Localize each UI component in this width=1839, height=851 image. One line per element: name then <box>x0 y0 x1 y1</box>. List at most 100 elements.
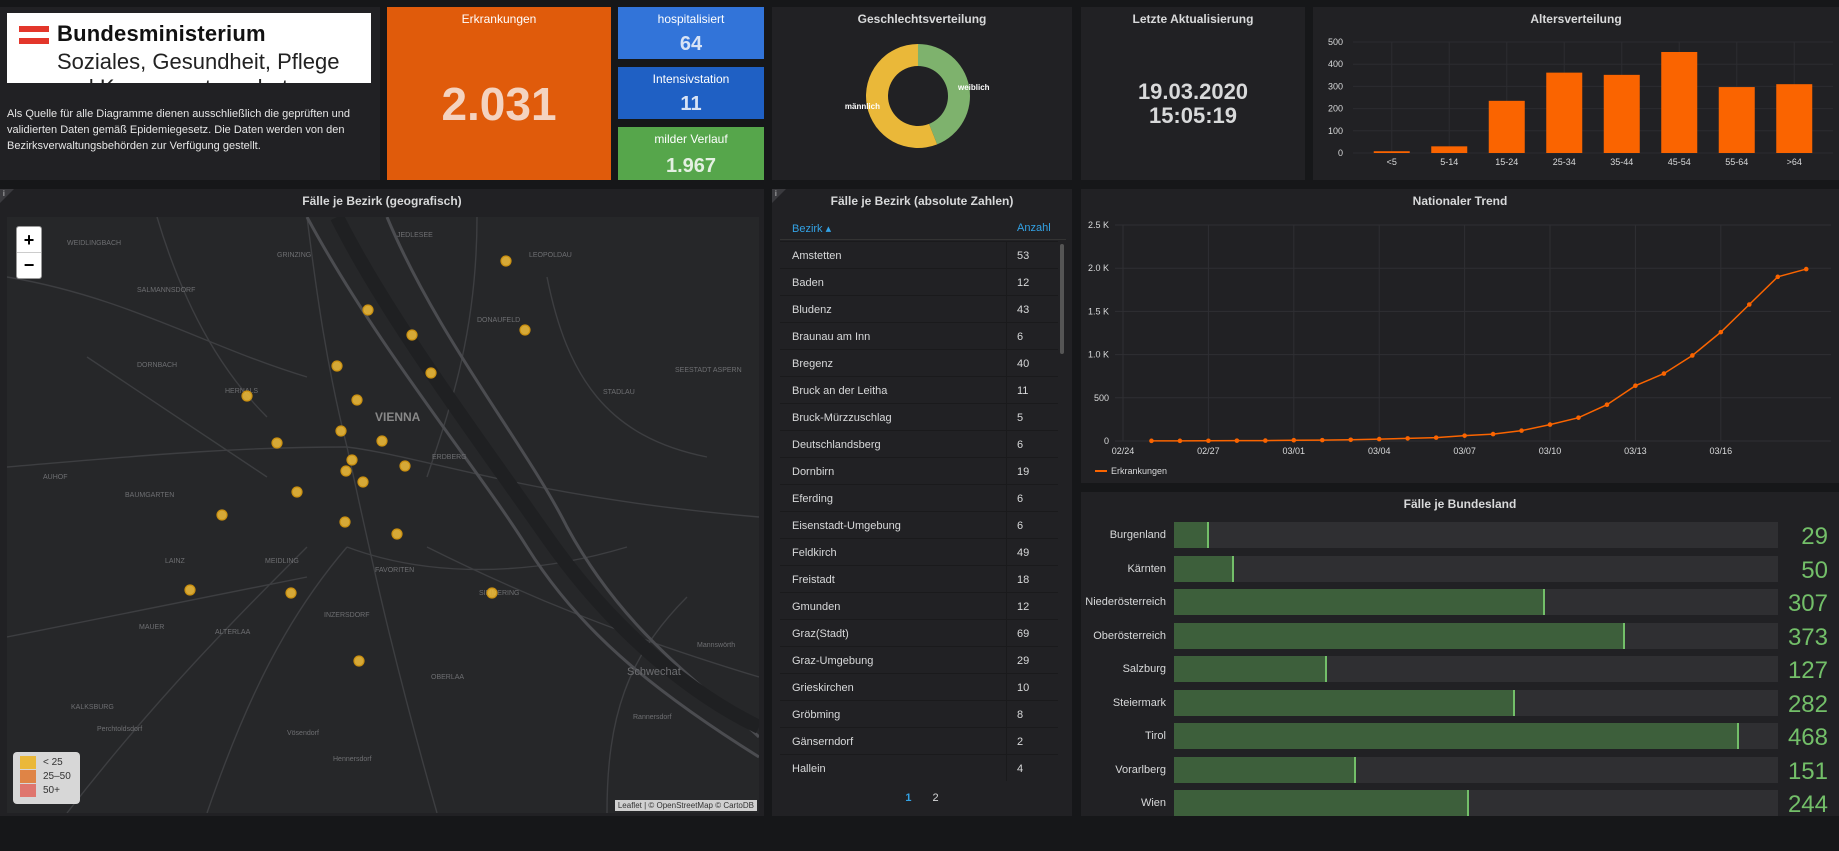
case-marker[interactable] <box>346 454 358 466</box>
table-row[interactable]: Bludenz 43 <box>780 295 1058 323</box>
map-road <box>86 356 268 478</box>
trend-panel: Nationaler Trend 0 500 1.0 K 1.5 K 2.0 K 2.5 … <box>1081 189 1839 483</box>
table-row[interactable]: Eferding 6 <box>780 484 1058 512</box>
map-place-label: Mannswörth <box>697 642 735 649</box>
table-row[interactable]: Gänserndorf 2 <box>780 727 1058 755</box>
age-y-tick: 100 <box>1328 126 1343 136</box>
bezirk-cell: Amstetten <box>792 250 842 262</box>
case-marker[interactable] <box>285 587 297 599</box>
table-row[interactable]: Braunau am Inn 6 <box>780 322 1058 350</box>
bezirk-cell: Graz(Stadt) <box>792 628 849 640</box>
table-row[interactable]: Gmunden 12 <box>780 592 1058 620</box>
map-place-label: ERDBERG <box>432 454 467 461</box>
map-road <box>306 217 348 448</box>
donut-slice-female <box>918 44 970 145</box>
case-marker[interactable] <box>399 460 411 472</box>
bundesland-row: Tirol 468 <box>1074 723 1828 751</box>
bundesland-label: Steiermark <box>1112 696 1166 709</box>
legend-swatch-low <box>20 756 36 769</box>
table-row[interactable]: Grieskirchen 10 <box>780 673 1058 701</box>
trend-point <box>1718 329 1724 335</box>
bundesland-row: Burgenland 29 <box>1074 522 1828 550</box>
bezirk-cell: Braunau am Inn <box>792 331 871 343</box>
age-x-tick: <5 <box>1387 157 1397 167</box>
map-view[interactable]: WEIDLINGBACH SALMANNSDORF DORNBACH HERNALS V… <box>7 217 759 813</box>
case-marker[interactable] <box>519 324 531 336</box>
case-marker[interactable] <box>351 394 363 406</box>
table-row[interactable]: Eisenstadt-Umgebung 6 <box>780 511 1058 539</box>
age-x-tick: 55-64 <box>1725 157 1748 167</box>
column-anzahl-header[interactable]: Anzahl <box>1017 222 1051 234</box>
trend-point <box>1319 437 1325 443</box>
bundesland-label: Burgenland <box>1109 529 1166 541</box>
case-marker[interactable] <box>425 367 437 379</box>
case-marker[interactable] <box>339 516 351 528</box>
stat-intensivstation-value: 11 <box>680 93 702 115</box>
table-row[interactable]: Graz-Umgebung 29 <box>780 646 1058 674</box>
case-marker[interactable] <box>391 528 403 540</box>
legend-swatch-mid <box>20 770 36 783</box>
trend-point <box>1462 433 1467 438</box>
table-row[interactable]: Feldkirch 49 <box>780 538 1058 566</box>
case-marker[interactable] <box>291 486 303 498</box>
bundesland-value: 282 <box>1787 690 1828 718</box>
anzahl-cell: 43 <box>1017 304 1030 316</box>
case-marker[interactable] <box>335 425 347 437</box>
table-row[interactable]: Dornbirn 19 <box>780 457 1058 485</box>
map-place-label: VIENNA <box>375 410 421 424</box>
map-place-label: DORNBACH <box>137 362 177 369</box>
table-row[interactable]: Graz(Stadt) 69 <box>780 619 1058 647</box>
case-marker[interactable] <box>376 435 388 447</box>
case-marker[interactable] <box>216 509 228 521</box>
map-attribution-text[interactable]: Leaflet | © OpenStreetMap © CartoDB <box>617 801 754 810</box>
age-bar <box>1431 146 1468 153</box>
table-row[interactable]: Gröbming 8 <box>780 700 1058 728</box>
legend-label-low: < 25 <box>43 757 63 768</box>
map-place-label: LEOPOLDAU <box>529 252 572 259</box>
info-icon[interactable]: i <box>772 189 786 203</box>
case-marker[interactable] <box>362 304 374 316</box>
donut-slice-male <box>866 44 938 148</box>
table-row[interactable]: Amstetten 53 <box>780 241 1058 269</box>
ministry-logo: Bundesministerium Soziales, Gesundheit, … <box>7 13 371 83</box>
map-road <box>66 546 308 813</box>
page-1-link[interactable]: 1 <box>905 792 912 804</box>
bundesland-row: Steiermark 282 <box>1074 689 1828 718</box>
bundesland-label: Tirol <box>1145 730 1166 742</box>
update-date: 19.03.2020 <box>1137 79 1249 104</box>
case-marker[interactable] <box>357 476 369 488</box>
map-canvas[interactable]: WEIDLINGBACH SALMANNSDORF DORNBACH HERNALS V… <box>7 217 759 813</box>
anzahl-cell: 19 <box>1017 466 1030 478</box>
column-bezirk-header[interactable]: Bezirk ▴ <box>792 223 832 235</box>
anzahl-cell: 12 <box>1017 277 1030 289</box>
anzahl-cell: 11 <box>1017 385 1029 397</box>
table-row[interactable]: Bruck-Mürzzuschlag 5 <box>780 403 1058 431</box>
case-marker[interactable] <box>353 655 365 667</box>
table-row[interactable]: Hallein 4 <box>780 754 1058 781</box>
info-icon[interactable]: i <box>0 189 14 203</box>
table-row[interactable]: Bregenz 40 <box>780 349 1058 377</box>
table-row[interactable]: Baden 12 <box>780 268 1058 296</box>
table-row[interactable]: Freistadt 18 <box>780 565 1058 593</box>
case-marker[interactable] <box>500 255 512 267</box>
column-divider <box>1006 593 1007 620</box>
page-2-link[interactable]: 2 <box>932 792 939 804</box>
zoom-out-button[interactable]: − <box>23 255 35 275</box>
case-marker[interactable] <box>340 465 352 477</box>
table-row[interactable]: Bruck an der Leitha 11 <box>780 376 1058 404</box>
table-scrollbar[interactable] <box>1060 244 1064 354</box>
case-marker[interactable] <box>184 584 196 596</box>
case-marker[interactable] <box>241 390 253 402</box>
trend-point <box>1291 437 1297 443</box>
table-row[interactable]: Deutschlandsberg 6 <box>780 430 1058 458</box>
case-marker[interactable] <box>486 587 498 599</box>
anzahl-cell: 12 <box>1017 601 1030 613</box>
zoom-in-button[interactable]: + <box>17 227 41 253</box>
gender-donut-chart: männlich weiblich <box>845 44 990 148</box>
column-divider <box>1006 269 1007 296</box>
case-marker[interactable] <box>271 437 283 449</box>
case-marker[interactable] <box>331 360 343 372</box>
map-place-label: GRINZING <box>277 252 311 259</box>
case-marker[interactable] <box>406 329 418 341</box>
trend-legend-label[interactable]: Erkrankungen <box>1111 466 1167 476</box>
